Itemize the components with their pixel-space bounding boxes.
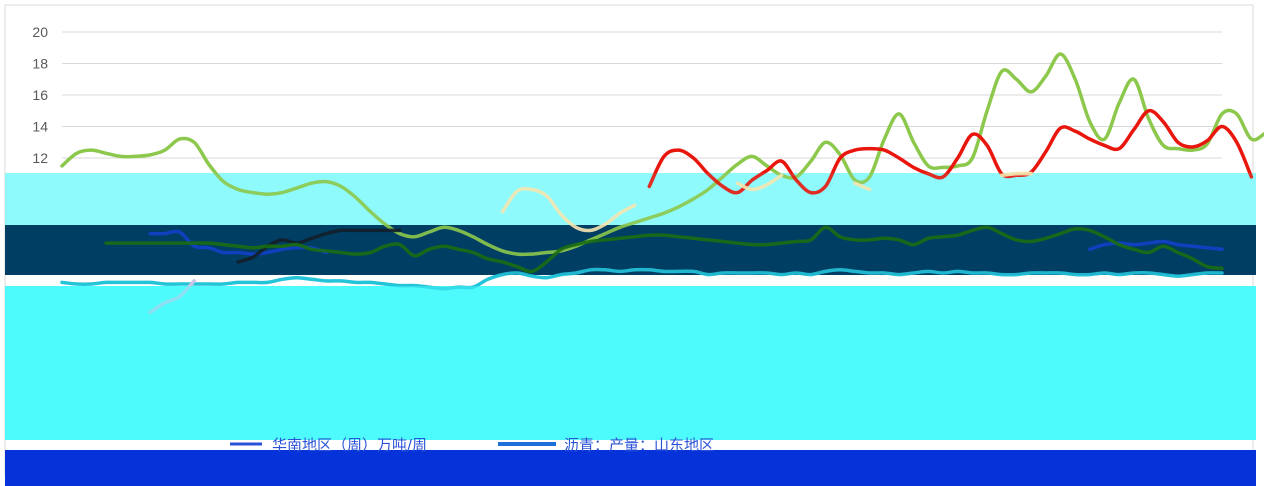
overlay-band-3 <box>5 286 1256 440</box>
series-line-3-overlay <box>1002 174 1031 176</box>
y-tick-label: 20 <box>32 24 48 40</box>
y-tick-label: 18 <box>32 56 48 72</box>
overlay-band-4 <box>5 450 1256 486</box>
y-tick-label: 16 <box>32 87 48 103</box>
overlay-band-1 <box>5 173 1256 225</box>
y-tick-label: 14 <box>32 119 48 135</box>
legend-label-2: 沥青：产量：山东地区 <box>564 436 714 454</box>
legend-label-1: 华南地区（周）万吨/周 <box>272 436 427 454</box>
y-tick-label: 12 <box>32 150 48 166</box>
